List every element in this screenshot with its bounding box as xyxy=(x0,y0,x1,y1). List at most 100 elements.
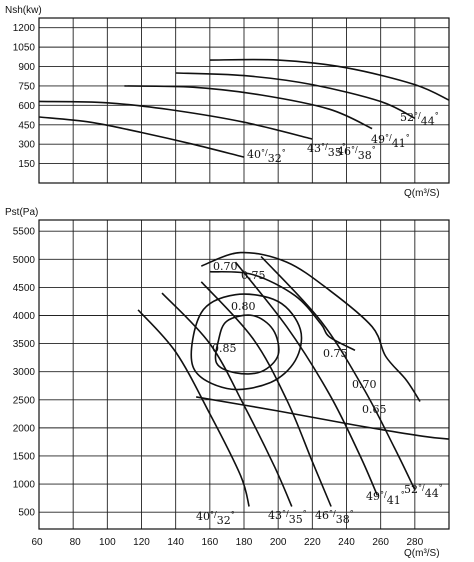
pressure-series-label-part: ° xyxy=(401,490,405,499)
power-series-label-part: ° xyxy=(342,142,346,151)
efficiency-contour xyxy=(190,293,303,391)
pressure-series-label-part: 49 xyxy=(366,490,380,503)
power-series-label-part: 41 xyxy=(392,137,406,150)
efficiency-label: 0.85 xyxy=(212,342,237,355)
power-y-tick-label: 1200 xyxy=(13,23,36,34)
pressure-series-label-part: ° xyxy=(439,483,443,492)
pressure-x-tick-label: 200 xyxy=(270,537,287,548)
power-series-label-part: 52 xyxy=(400,111,414,124)
power-series-label-part: ° xyxy=(435,111,439,120)
power-series-label-part: °/ xyxy=(321,142,328,151)
pressure-series-label-part: ° xyxy=(303,509,307,518)
pressure-y-tick-label: 3500 xyxy=(13,339,36,350)
pressure-x-axis-title: Q(m³/S) xyxy=(404,548,440,559)
power-curve-series xyxy=(209,58,450,101)
power-series-label-part: 43 xyxy=(307,142,321,155)
power-curve-series xyxy=(38,116,245,158)
efficiency-label: 0.70 xyxy=(213,260,238,273)
power-y-axis-title: Nsh(kw) xyxy=(5,5,42,16)
efficiency-contour xyxy=(214,314,280,375)
power-y-tick-label: 300 xyxy=(18,140,35,151)
pressure-series-label-part: °/ xyxy=(380,490,387,499)
efficiency-label: 0.80 xyxy=(231,300,256,313)
efficiency-label: 0.65 xyxy=(362,403,387,416)
power-plot-frame xyxy=(38,17,450,184)
pressure-curve-series xyxy=(234,261,379,496)
pressure-curve-series xyxy=(260,255,416,491)
pressure-y-tick-label: 5000 xyxy=(13,255,36,266)
pressure-series-label-part: 41 xyxy=(387,494,401,507)
power-curve-series xyxy=(124,85,373,130)
pressure-x-tick-label: 60 xyxy=(31,537,43,548)
pressure-curve-series xyxy=(161,292,293,507)
pressure-series-label-part: 46 xyxy=(315,509,329,522)
power-series-label-part: °/ xyxy=(261,148,268,157)
pressure-y-tick-label: 2000 xyxy=(13,423,36,434)
pressure-series-label-part: ° xyxy=(350,509,354,518)
power-y-tick-label: 1050 xyxy=(13,43,36,54)
pressure-x-tick-label: 140 xyxy=(167,537,184,548)
pressure-series-label-part: 44 xyxy=(425,487,439,500)
power-series-label-part: ° xyxy=(282,148,286,157)
pressure-y-axis-title: Pst(Pa) xyxy=(5,207,38,218)
power-series-label-part: 46 xyxy=(337,145,351,158)
pressure-x-tick-label: 160 xyxy=(201,537,218,548)
power-series-label-part: 35 xyxy=(328,146,342,159)
pressure-y-tick-label: 5500 xyxy=(13,227,36,238)
power-series-label-part: ° xyxy=(406,133,410,142)
power-y-tick-label: 150 xyxy=(18,159,35,170)
pressure-series-label-part: 40 xyxy=(196,510,210,523)
pressure-series-label-part: 38 xyxy=(336,513,350,526)
pressure-series-label-part: 32 xyxy=(217,514,231,527)
pressure-x-tick-label: 240 xyxy=(338,537,355,548)
pressure-series-label: 49°/41° xyxy=(366,490,405,507)
pressure-x-tick-label: 220 xyxy=(304,537,321,548)
efficiency-contour xyxy=(196,396,450,440)
pressure-series-label-part: 52 xyxy=(404,483,418,496)
pressure-x-tick-label: 120 xyxy=(133,537,150,548)
pressure-x-tick-label: 180 xyxy=(236,537,253,548)
efficiency-label: 0.75 xyxy=(241,269,266,282)
pressure-x-tick-label: 100 xyxy=(99,537,116,548)
pressure-x-tick-label: 280 xyxy=(406,537,423,548)
pressure-series-label: 40°/32° xyxy=(196,510,235,527)
power-y-tick-label: 450 xyxy=(18,120,35,131)
power-series-label: 40°/32° xyxy=(247,148,286,165)
pressure-y-tick-label: 1000 xyxy=(13,480,36,491)
pressure-y-tick-label: 2500 xyxy=(13,395,36,406)
pressure-series-label-part: °/ xyxy=(329,509,336,518)
pressure-series-label: 46°/38° xyxy=(315,509,354,526)
pressure-y-tick-label: 500 xyxy=(18,508,35,519)
efficiency-label: 0.70 xyxy=(352,378,377,391)
pressure-series-label-part: ° xyxy=(231,510,235,519)
power-series-label-part: 38 xyxy=(358,149,372,162)
pressure-curve-series xyxy=(137,309,250,507)
pressure-x-tick-label: 260 xyxy=(372,537,389,548)
pressure-series-label: 43°/35° xyxy=(268,509,307,526)
pressure-curve-series xyxy=(200,281,332,507)
pressure-y-tick-label: 4000 xyxy=(13,311,36,322)
pressure-plot-frame xyxy=(38,219,450,530)
power-series-label: 52°/44° xyxy=(400,111,439,128)
power-series-label-part: ° xyxy=(372,145,376,154)
efficiency-label: 0.75 xyxy=(323,347,348,360)
power-y-tick-label: 600 xyxy=(18,101,35,112)
power-series-label: 43°/35° xyxy=(307,142,346,159)
power-y-tick-label: 750 xyxy=(18,81,35,92)
pressure-series-label-part: 43 xyxy=(268,509,282,522)
efficiency-contour xyxy=(209,270,356,352)
power-curve-series xyxy=(38,100,313,140)
power-curve-series xyxy=(175,72,416,120)
pressure-y-tick-label: 3000 xyxy=(13,367,36,378)
power-series-label-part: 40 xyxy=(247,148,261,161)
power-y-tick-label: 900 xyxy=(18,62,35,73)
pressure-series-label: 52°/44° xyxy=(404,483,443,500)
power-series-label-part: 32 xyxy=(268,152,282,165)
pressure-series-label-part: 35 xyxy=(289,513,303,526)
power-series-label-part: °/ xyxy=(414,111,421,120)
pressure-x-tick-label: 80 xyxy=(70,537,82,548)
power-series-label: 49°/41° xyxy=(371,133,410,150)
pressure-y-tick-label: 1500 xyxy=(13,451,36,462)
